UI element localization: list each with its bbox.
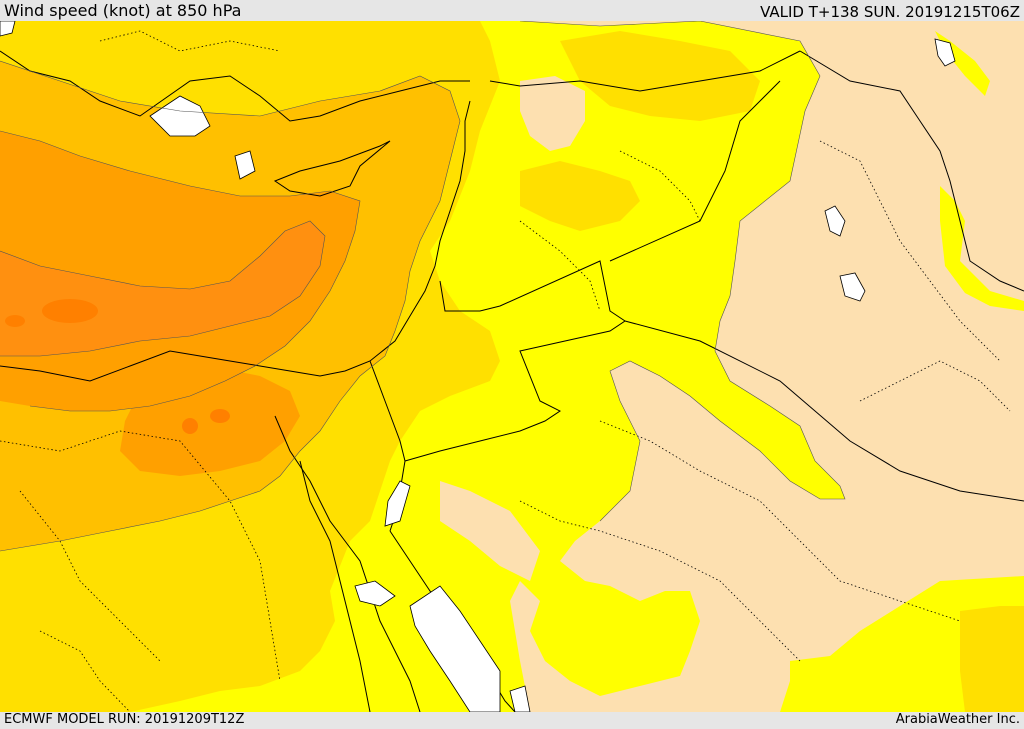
isotach-contour bbox=[0, 220, 326, 357]
credit-label: ArabiaWeather Inc. bbox=[895, 712, 1020, 727]
wind-band-orange-egypt bbox=[120, 366, 300, 476]
syria-turkey-border bbox=[489, 50, 801, 92]
calm-pocket bbox=[440, 481, 540, 581]
lake-shape bbox=[234, 150, 256, 180]
isotach-contour bbox=[0, 130, 361, 412]
model-run-label: ECMWF MODEL RUN: 20191209T12Z bbox=[4, 712, 245, 727]
wind-band-gold-ne bbox=[560, 31, 760, 121]
suez-gulf bbox=[274, 415, 421, 712]
isotach-contour bbox=[0, 60, 461, 552]
saudi-iraq-border bbox=[624, 320, 1024, 502]
iraq-border bbox=[609, 80, 781, 262]
province-boundary bbox=[519, 500, 801, 662]
wind-band-gold-mid bbox=[520, 161, 640, 231]
anatolia-coast bbox=[0, 50, 470, 122]
lake-shape bbox=[409, 585, 501, 712]
wind-band-yellow-east bbox=[940, 186, 1024, 311]
province-boundary bbox=[859, 360, 1011, 412]
calm-pocket bbox=[520, 76, 585, 151]
province-boundary bbox=[19, 490, 161, 662]
wind-max-cell bbox=[210, 409, 230, 423]
cyprus-coast bbox=[273, 140, 391, 197]
province-boundary bbox=[599, 420, 961, 622]
jordan-border bbox=[404, 260, 626, 462]
iraq-iran-border bbox=[799, 50, 1024, 292]
wind-max-cell bbox=[42, 299, 98, 323]
wind-max-cell bbox=[182, 418, 198, 434]
footer-bar: ECMWF MODEL RUN: 20191209T12Z ArabiaWeat… bbox=[0, 712, 1024, 729]
wind-max-cell bbox=[5, 315, 25, 327]
wind-band-dark-orange bbox=[0, 221, 325, 356]
lake-shape bbox=[384, 480, 411, 527]
province-boundary bbox=[819, 140, 1001, 362]
valid-time: VALID T+138 SUN. 20191215T06Z bbox=[760, 3, 1020, 21]
lake-shape bbox=[149, 95, 211, 137]
lake-shape bbox=[509, 685, 531, 712]
province-boundary bbox=[0, 430, 281, 682]
lake-shape bbox=[354, 580, 396, 607]
isotach-contour bbox=[519, 21, 846, 522]
lake-shape bbox=[839, 272, 866, 302]
lake-shape bbox=[0, 21, 16, 37]
wind-speed-map bbox=[0, 21, 1024, 712]
red-sea-west-coast bbox=[299, 460, 371, 712]
map-title: Wind speed (knot) at 850 hPa bbox=[4, 1, 242, 20]
lake-shape bbox=[934, 38, 956, 67]
lake-shape bbox=[824, 205, 846, 237]
mediterranean-coast bbox=[0, 100, 471, 382]
header-bar: Wind speed (knot) at 850 hPa VALID T+138… bbox=[0, 0, 1024, 21]
sinai-border bbox=[369, 360, 406, 462]
wind-band-gold-se bbox=[960, 606, 1024, 712]
province-boundary bbox=[519, 220, 601, 312]
